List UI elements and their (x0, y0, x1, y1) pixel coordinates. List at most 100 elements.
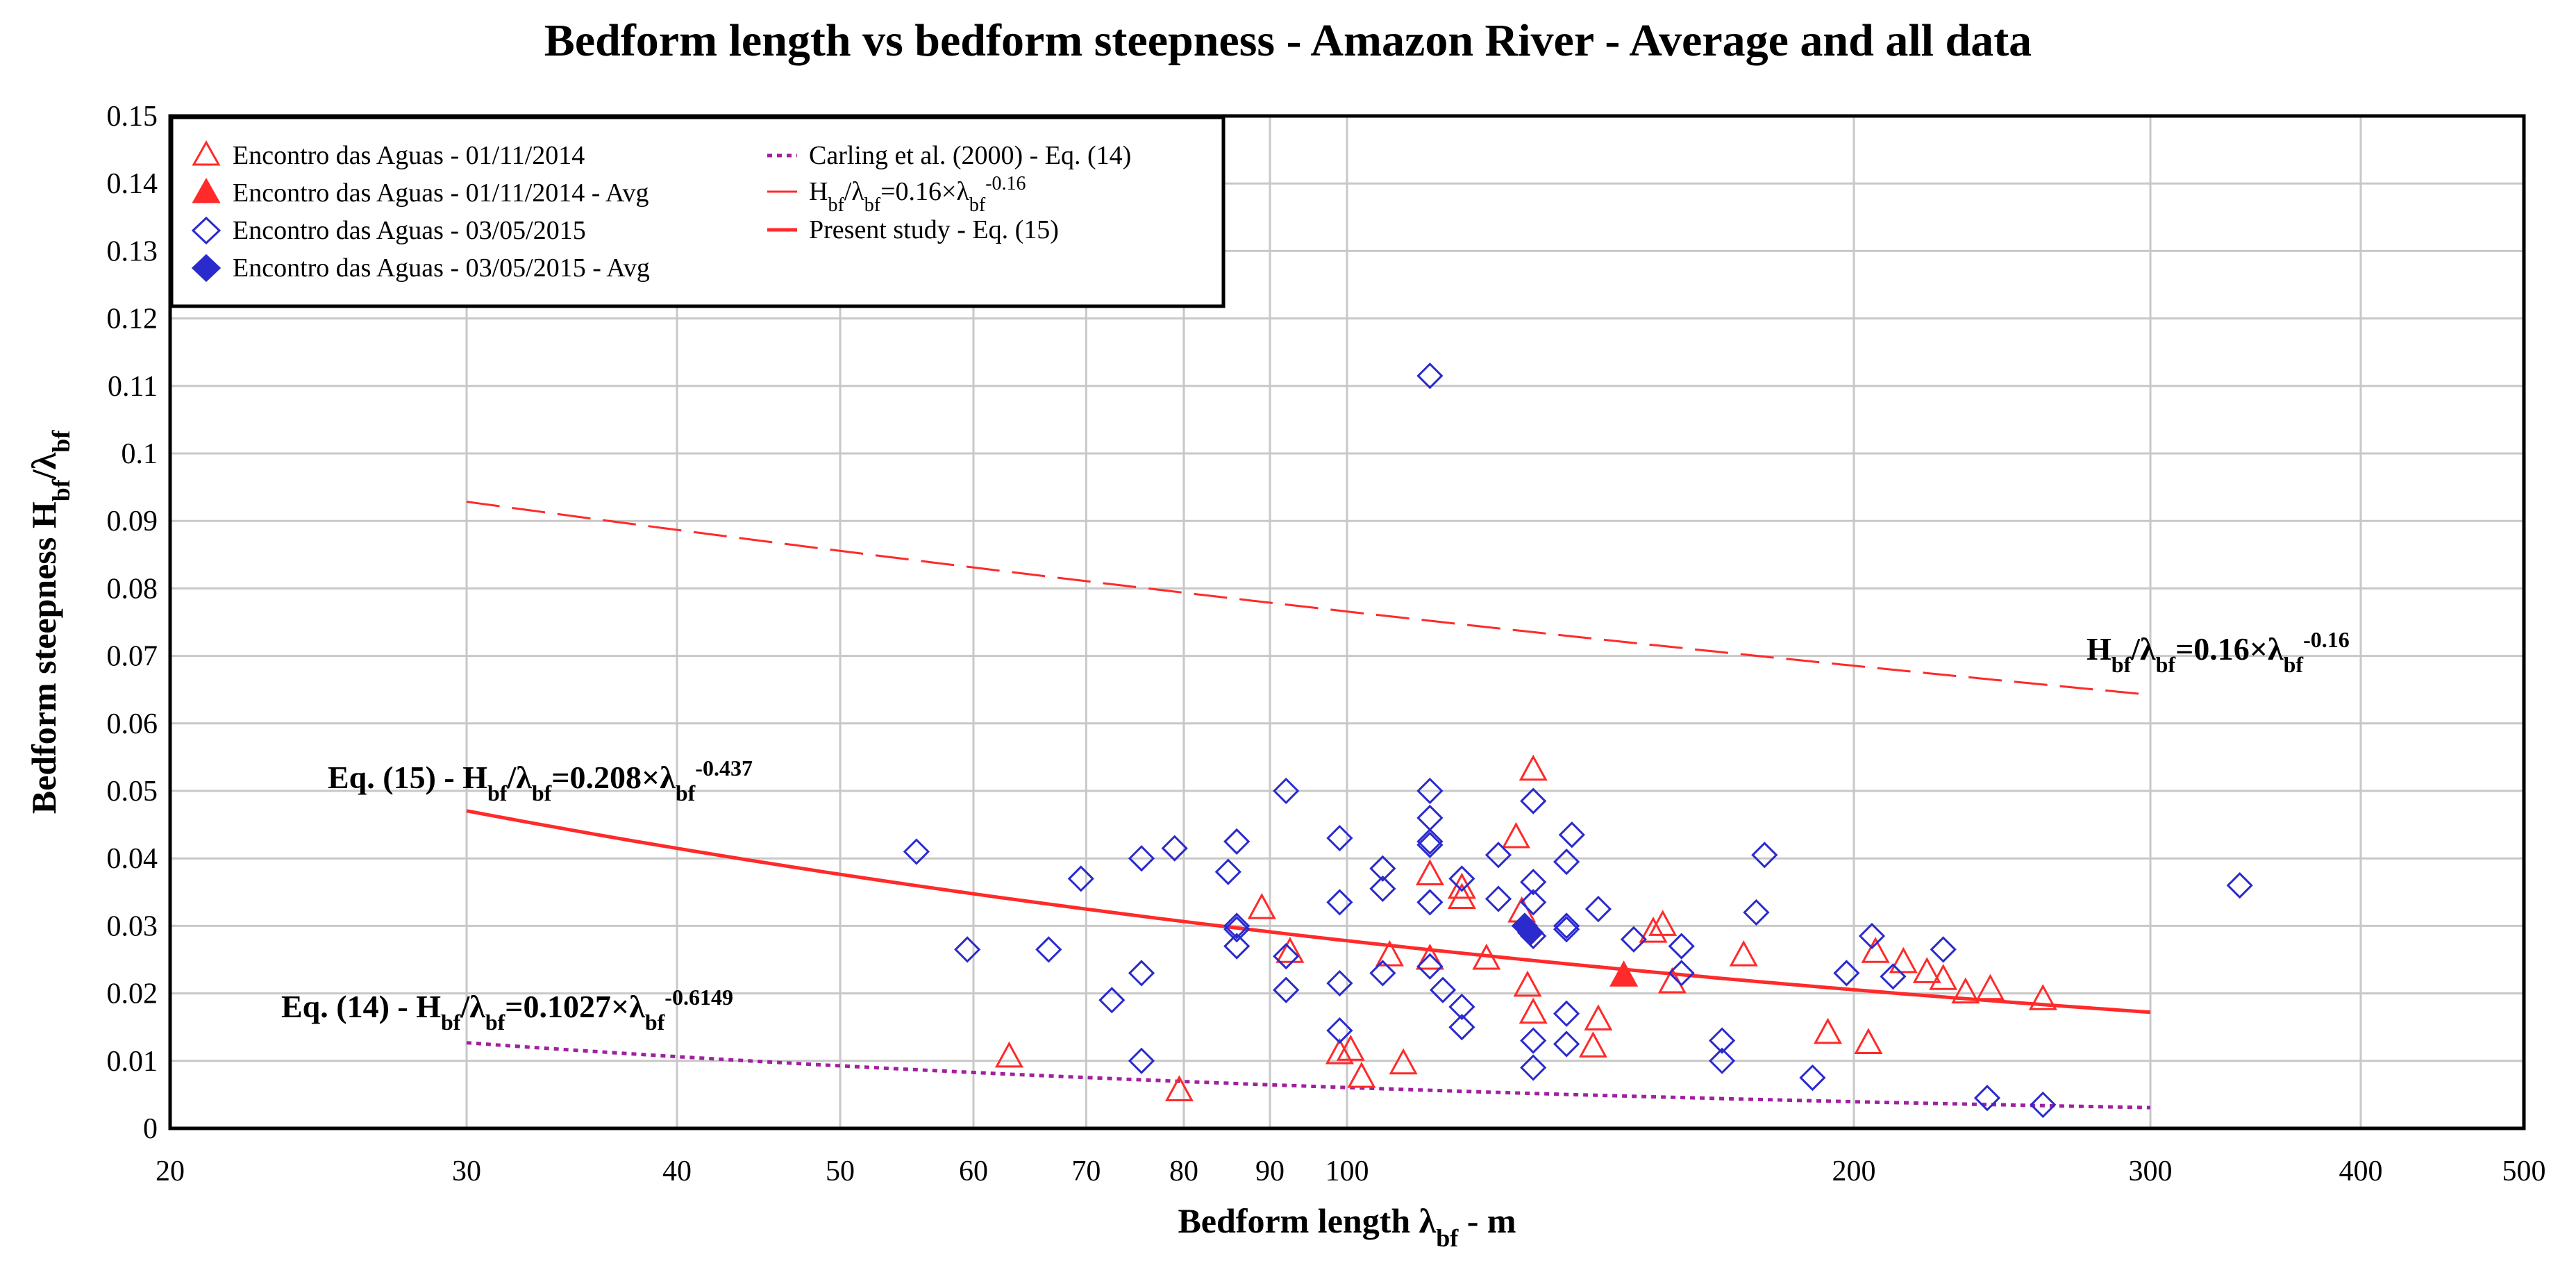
diamond-marker (2030, 1091, 2057, 1119)
diamond-marker (1584, 895, 1612, 923)
diamond-marker (1520, 1027, 1547, 1054)
diamond-marker (1668, 960, 1695, 987)
diamond-marker (1520, 869, 1547, 896)
legend-label-present: Present study - Eq. (15) (809, 215, 1059, 244)
diamond-marker (1448, 865, 1475, 892)
triangle-marker (1447, 872, 1476, 899)
diamond-marker (1558, 821, 1585, 849)
diamond-marker (1516, 919, 1544, 946)
diamond-marker (1128, 1047, 1155, 1074)
diamond-marker (1484, 842, 1512, 869)
data-points (903, 362, 2253, 1119)
triangle-marker (1513, 970, 1542, 997)
triangle-marker (1336, 1035, 1365, 1061)
fit-line-016 (466, 501, 2151, 696)
diamond-marker (1708, 1027, 1736, 1054)
legend-label-016: Hbf/λbf=0.16×λbf-0.16 (809, 173, 1026, 216)
diamond-marker (1326, 889, 1353, 916)
diamond-marker (1326, 969, 1353, 997)
triangle-marker (1951, 977, 1980, 1004)
triangle-marker (1889, 946, 1918, 974)
x-tick-label: 500 (2502, 1155, 2546, 1187)
diamond-marker (1369, 875, 1396, 903)
diamond-marker (1128, 960, 1155, 987)
diamond-marker (1098, 987, 1126, 1014)
y-tick-label: 0 (143, 1113, 158, 1145)
triangle-marker (1861, 937, 1890, 963)
triangle-marker (1854, 1028, 1883, 1054)
x-tick-label: 100 (1325, 1155, 1369, 1187)
y-tick-label: 0.1 (122, 438, 158, 470)
x-tick-label: 50 (826, 1155, 855, 1187)
triangle-marker (1813, 1017, 1843, 1044)
legend-marker-triangle-open (192, 140, 221, 166)
legend-box (169, 115, 1226, 308)
diamond-marker (1416, 889, 1444, 916)
legend-label-2015: Encontro das Aguas - 03/05/2015 (233, 216, 586, 245)
diamond-marker (1484, 885, 1512, 912)
diamond-marker (1223, 933, 1251, 960)
diamond-marker (1833, 960, 1860, 987)
x-tick-label: 60 (959, 1155, 988, 1187)
y-tick-label: 0.12 (107, 303, 158, 335)
legend: Encontro das Aguas - 01/11/2014 Encontro… (169, 115, 1226, 308)
diamond-marker (1369, 960, 1396, 987)
x-tick-label: 70 (1071, 1155, 1101, 1187)
y-tick-label: 0.14 (107, 168, 158, 200)
diamond-marker (2226, 871, 2253, 899)
diamond-marker (1520, 787, 1547, 815)
triangle-marker (2028, 984, 2057, 1010)
triangle-marker (1247, 892, 1276, 919)
x-tick-labels: 20 30 40 50 60 70 80 90 100 200 300 400 500 (156, 1155, 2546, 1187)
y-tick-labels: 0 0.01 0.02 0.03 0.04 0.05 0.06 0.07 0.08 0.09 0.1… (107, 101, 158, 1145)
x-tick-label: 30 (452, 1155, 481, 1187)
diamond-marker (1973, 1085, 2001, 1112)
x-tick-label: 200 (1832, 1155, 1875, 1187)
y-tick-label: 0.11 (108, 371, 158, 403)
triangle-marker (1648, 910, 1678, 936)
triangle-marker (1347, 1061, 1376, 1088)
triangle-marker (1501, 821, 1530, 849)
y-axis-label: Bedform steepness Hbf/λbf (24, 430, 75, 814)
triangle-marker (1164, 1075, 1194, 1101)
diamond-marker (954, 936, 981, 963)
diamond-marker (1553, 1030, 1580, 1058)
diamond-marker (1553, 912, 1580, 940)
diamond-marker (1799, 1064, 1826, 1092)
diamond-marker (1520, 889, 1547, 916)
triangle-marker (1584, 1004, 1613, 1030)
diamond-marker (1620, 926, 1648, 953)
triangle-marker (1276, 937, 1305, 963)
triangle-marker (1447, 883, 1476, 909)
diamond-marker (1520, 1054, 1547, 1081)
legend-marker-triangle-filled (192, 177, 221, 203)
x-tick-label: 20 (156, 1155, 185, 1187)
diamond-marker (1223, 916, 1251, 943)
triangle-marker (1519, 754, 1548, 781)
y-tick-label: 0.09 (107, 506, 158, 537)
triangle-marker (1389, 1048, 1418, 1075)
legend-label-2014: Encontro das Aguas - 01/11/2014 (233, 141, 585, 170)
diamond-marker (1416, 804, 1444, 832)
legend-marker-diamond-filled (191, 253, 221, 283)
diamond-marker (1067, 865, 1094, 892)
triangle-marker (1929, 964, 1958, 990)
diamond-marker (1161, 835, 1188, 862)
diamond-marker (1708, 1047, 1736, 1074)
diamond-marker (1214, 858, 1241, 885)
diamond-marker (1416, 362, 1444, 390)
diamond-marker (1326, 824, 1353, 852)
x-tick-label: 300 (2129, 1155, 2173, 1187)
y-tick-label: 0.13 (107, 235, 158, 267)
x-tick-label: 40 (662, 1155, 692, 1187)
y-tick-label: 0.05 (107, 776, 158, 808)
triangle-marker (1415, 943, 1444, 970)
annotation-eq15: Eq. (15) - Hbf/λbf=0.208×λbf-0.437 (328, 755, 753, 805)
x-tick-label: 90 (1255, 1155, 1285, 1187)
chart-title: Bedform length vs bedform steepness - Am… (544, 15, 2032, 66)
annotation-rel-016: Hbf/λbf=0.16×λbf-0.16 (2086, 627, 2350, 677)
y-tick-label: 0.03 (107, 910, 158, 942)
triangle-marker (1472, 943, 1501, 970)
diamond-marker (1416, 777, 1444, 805)
diamond-marker (1668, 933, 1695, 960)
